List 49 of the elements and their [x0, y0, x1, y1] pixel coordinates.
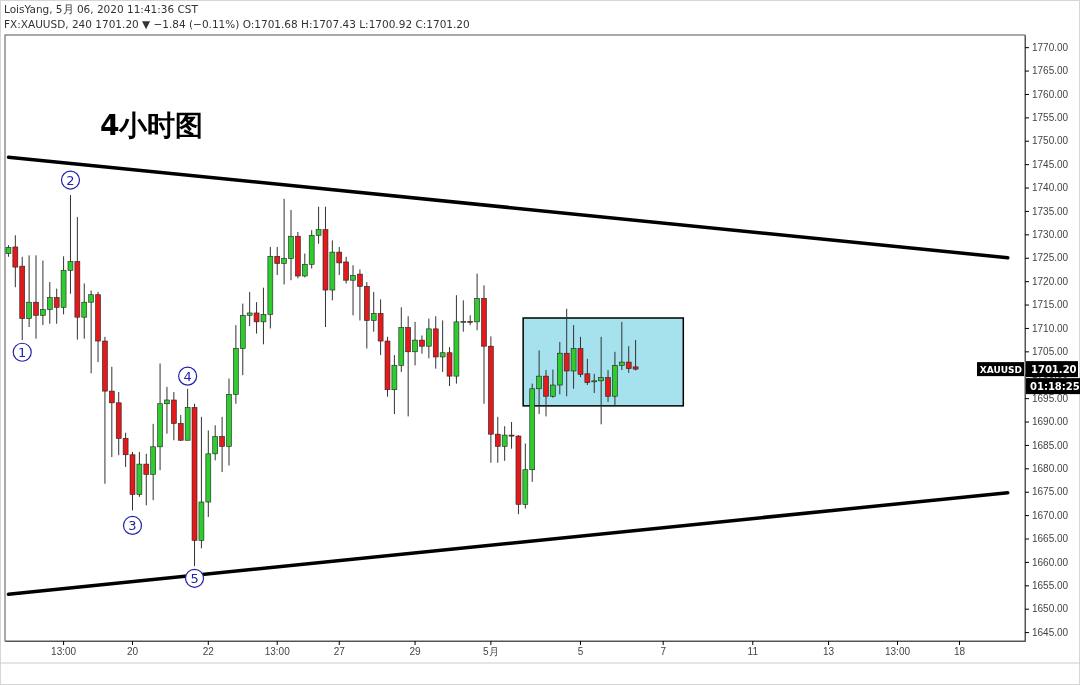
text: 4小时图	[100, 109, 204, 142]
annotation: 1	[18, 345, 27, 361]
x-tick-label: 5月	[483, 646, 499, 658]
x-tick-label: 13:00	[884, 646, 911, 658]
y-tick-label: 1755.00	[1032, 112, 1069, 124]
x-tick-label: 18	[953, 646, 966, 658]
x-tick-label: 27	[333, 646, 346, 658]
y-tick-label: 1660.00	[1032, 556, 1069, 568]
y-tick-label: 1655.00	[1032, 580, 1069, 592]
y-tick-label: 1760.00	[1032, 88, 1069, 100]
y-tick-label: 1650.00	[1032, 603, 1069, 615]
y-tick-label: 1670.00	[1032, 509, 1069, 521]
text: 1701.20	[1031, 364, 1077, 376]
x-tick-label: 7	[660, 646, 667, 658]
annotation: 2	[66, 173, 75, 189]
y-tick-label: 1645.00	[1032, 626, 1069, 638]
y-tick-label: 1770.00	[1032, 41, 1069, 53]
text: 01:18:25	[1030, 381, 1080, 393]
x-tick-label: 13:00	[264, 646, 291, 658]
chart-subtitle: FX:XAUUSD, 240 1701.20 ▼ −1.84 (−0.11%) O:1701.68 H:1707.43 L:1700.92 C:1701.20	[4, 18, 470, 30]
y-tick-label: 1730.00	[1032, 229, 1069, 241]
y-tick-label: 1765.00	[1032, 65, 1069, 77]
y-tick-label: 1680.00	[1032, 463, 1069, 475]
x-tick-label: 11	[747, 646, 759, 658]
annotation: 3	[128, 518, 137, 534]
x-tick-label: 13	[823, 646, 835, 658]
x-tick-label: 20	[126, 646, 139, 658]
annotation: XAUUSD	[979, 365, 1022, 376]
y-tick-label: 1675.00	[1032, 486, 1069, 498]
y-tick-label: 1720.00	[1032, 275, 1069, 287]
x-tick-label: 5	[577, 646, 584, 658]
x-tick-label: 22	[202, 646, 215, 658]
x-tick-label: 13:00	[51, 646, 77, 658]
y-tick-label: 1685.00	[1032, 439, 1069, 451]
x-tick-label: 29	[409, 646, 422, 658]
y-tick-label: 1745.00	[1032, 158, 1069, 170]
y-tick-label: 1750.00	[1032, 135, 1069, 147]
y-tick-label: 1710.00	[1032, 322, 1069, 334]
y-tick-label: 1740.00	[1032, 182, 1069, 194]
annotation: 4	[183, 369, 192, 385]
y-tick-label: 1690.00	[1032, 416, 1069, 428]
y-tick-label: 1695.00	[1032, 392, 1069, 404]
y-tick-label: 1715.00	[1032, 299, 1069, 311]
annotation: 5	[190, 571, 199, 587]
y-tick-label: 1705.00	[1032, 346, 1069, 358]
y-tick-label: 1725.00	[1032, 252, 1069, 264]
text: LoisYang, 5月 06, 2020 11:41:36 CST	[4, 3, 199, 15]
y-tick-label: 1665.00	[1032, 533, 1069, 545]
y-tick-label: 1735.00	[1032, 205, 1069, 217]
